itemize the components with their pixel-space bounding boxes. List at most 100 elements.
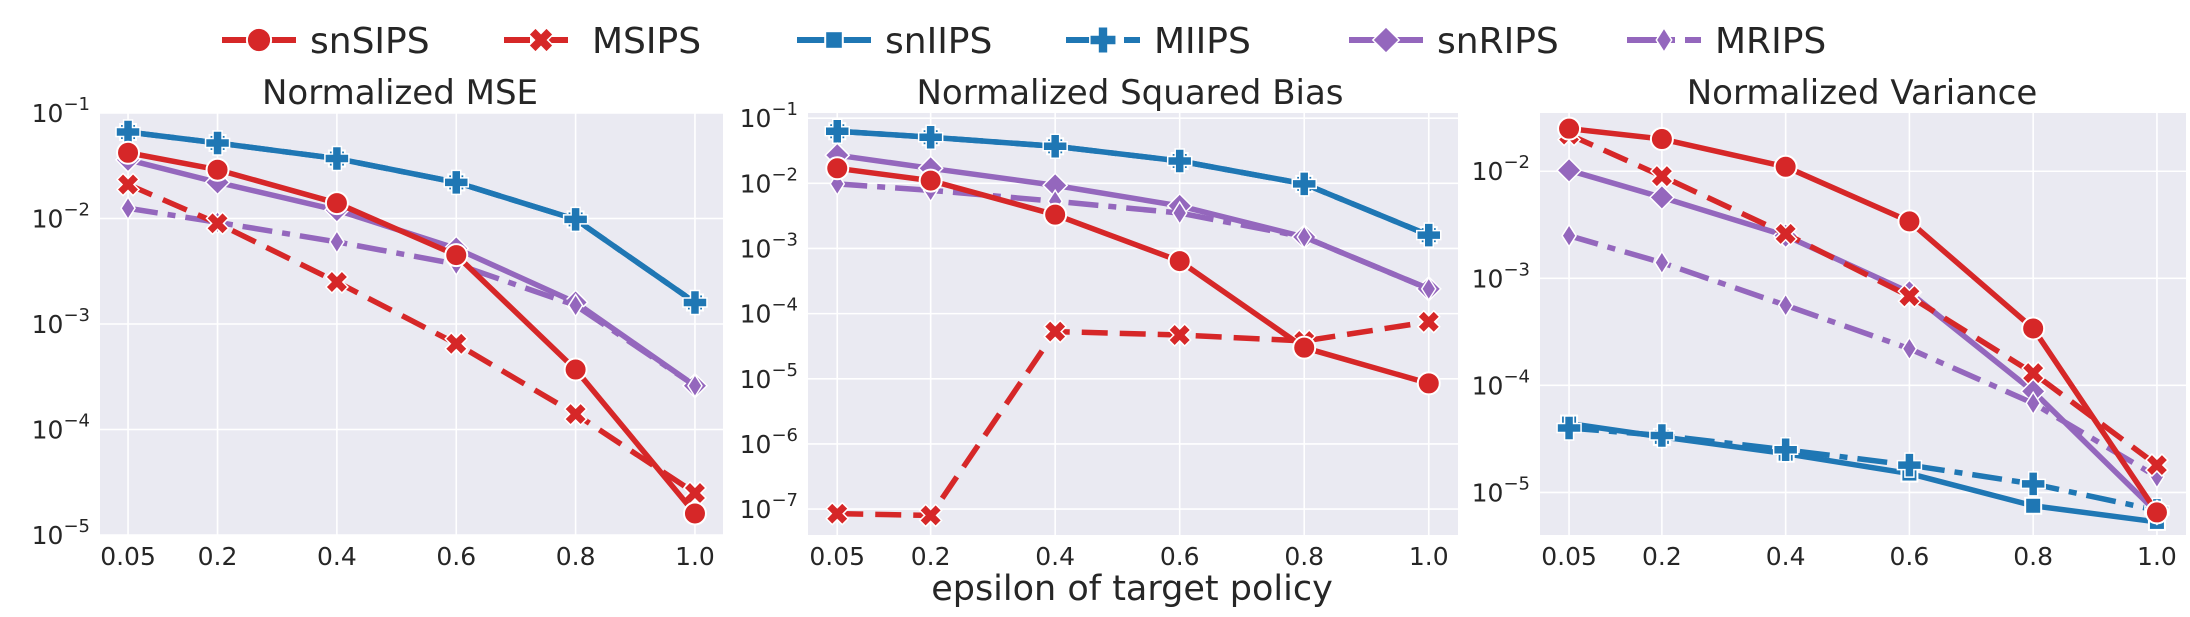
data-point — [1416, 222, 1442, 248]
legend-label: MSIPS — [592, 21, 701, 62]
x-tick-label: 0.4 — [317, 542, 357, 571]
data-point — [116, 140, 141, 165]
series-miips — [115, 119, 708, 316]
data-point — [1416, 309, 1441, 334]
data-point — [563, 357, 588, 382]
gridlines — [808, 113, 1458, 535]
data-point — [1773, 221, 1798, 246]
y-tick-label: 10−6 — [740, 425, 798, 459]
data-point — [205, 211, 230, 236]
panel-title: Normalized Squared Bias — [916, 73, 1343, 113]
y-tick-label: 10−4 — [1472, 366, 1530, 400]
y-tick-label: 10−5 — [740, 360, 798, 394]
data-point — [1777, 292, 1794, 318]
data-point — [324, 269, 349, 295]
data-point — [1649, 422, 1675, 449]
data-point — [682, 501, 707, 526]
series-snsips — [116, 140, 707, 526]
data-point — [567, 293, 584, 318]
data-point — [1167, 322, 1192, 348]
x-tick-label: 0.8 — [556, 542, 596, 571]
data-point — [2144, 500, 2169, 525]
data-point — [687, 373, 703, 399]
data-point — [1654, 250, 1670, 276]
data-point — [1773, 154, 1798, 179]
data-point — [1649, 164, 1674, 189]
y-tick-label: 10−4 — [32, 411, 90, 445]
data-point — [1166, 148, 1193, 174]
legend-marker-square — [824, 30, 844, 50]
data-point — [329, 229, 345, 255]
legend-item-mrips: MRIPS — [1627, 21, 1826, 62]
data-point — [2021, 361, 2046, 386]
x-tick-label: 0.8 — [1284, 542, 1324, 571]
data-point — [324, 145, 350, 172]
data-point — [1416, 371, 1441, 396]
legend-label: snRIPS — [1437, 21, 1559, 62]
legend-item-miips: MIIPS — [1066, 21, 1251, 62]
x-axis-label: epsilon of target policy — [931, 569, 1333, 609]
data-point — [444, 243, 469, 268]
legend-label: snIIPS — [885, 21, 992, 62]
x-tick-label: 0.6 — [436, 542, 476, 571]
data-point — [1556, 157, 1583, 184]
data-point — [1648, 184, 1675, 211]
series-snsips — [825, 156, 1441, 396]
data-point — [1901, 336, 1918, 362]
x-tick-label: 0.2 — [911, 542, 951, 571]
data-point — [1896, 452, 1923, 478]
y-tick-label: 10−3 — [1472, 259, 1530, 293]
data-point — [1897, 209, 1922, 234]
data-point — [563, 402, 588, 427]
data-point — [1043, 202, 1068, 227]
data-point — [917, 124, 944, 150]
data-point — [1171, 200, 1188, 226]
panel-title: Normalized Variance — [1687, 73, 2038, 113]
data-point — [1291, 171, 1317, 197]
data-point — [2020, 471, 2046, 497]
y-tick-label: 10−2 — [1472, 152, 1530, 186]
data-point — [824, 118, 850, 144]
data-point — [1897, 284, 1922, 309]
series-line-snsips — [836, 165, 1430, 387]
data-point — [444, 331, 469, 356]
data-point — [205, 157, 230, 182]
x-tick-label: 0.2 — [198, 542, 238, 571]
data-point — [2144, 453, 2169, 478]
series-snsips — [1557, 116, 2169, 525]
series-line-snsips — [1568, 125, 2160, 514]
data-point — [115, 172, 141, 197]
y-tick-label: 10−5 — [32, 516, 90, 550]
series-msips — [115, 172, 708, 506]
series-miips — [824, 118, 1442, 248]
data-point — [1296, 224, 1313, 250]
data-point — [1042, 133, 1068, 160]
data-point — [682, 289, 708, 316]
x-tick-label: 0.05 — [809, 542, 865, 571]
data-point — [825, 156, 850, 181]
series-line-mrips — [1568, 233, 2159, 480]
legend-item-msips: MSIPS — [504, 21, 701, 62]
series-line-miips — [1568, 425, 2158, 514]
series-line-miips — [127, 129, 697, 305]
y-tick-label: 10−7 — [740, 490, 798, 524]
series-line-snsips — [127, 150, 698, 516]
data-point — [2025, 390, 2042, 416]
x-tick-label: 0.6 — [1160, 542, 1200, 571]
series-line-msips — [126, 181, 697, 496]
x-tick-label: 0.2 — [1642, 542, 1682, 571]
data-point — [1557, 116, 1582, 141]
legend-label: MIIPS — [1154, 21, 1251, 62]
series-line-msips — [837, 319, 1430, 519]
series-msips — [825, 309, 1441, 528]
panel-title: Normalized MSE — [262, 73, 538, 113]
y-tick-label: 10−5 — [1472, 473, 1530, 507]
legend-marker-circle — [245, 26, 273, 54]
legend-item-sniips: snIIPS — [797, 21, 992, 62]
panel-normalized-variance: Normalized Variance 0.05 0.2 0.4 0.6 0.8 1.0 10… — [1472, 73, 2186, 571]
data-point — [1561, 223, 1577, 249]
y-tick-label: 10−2 — [32, 200, 90, 234]
y-tick-label: 10−4 — [740, 295, 798, 329]
data-point — [1420, 276, 1437, 302]
